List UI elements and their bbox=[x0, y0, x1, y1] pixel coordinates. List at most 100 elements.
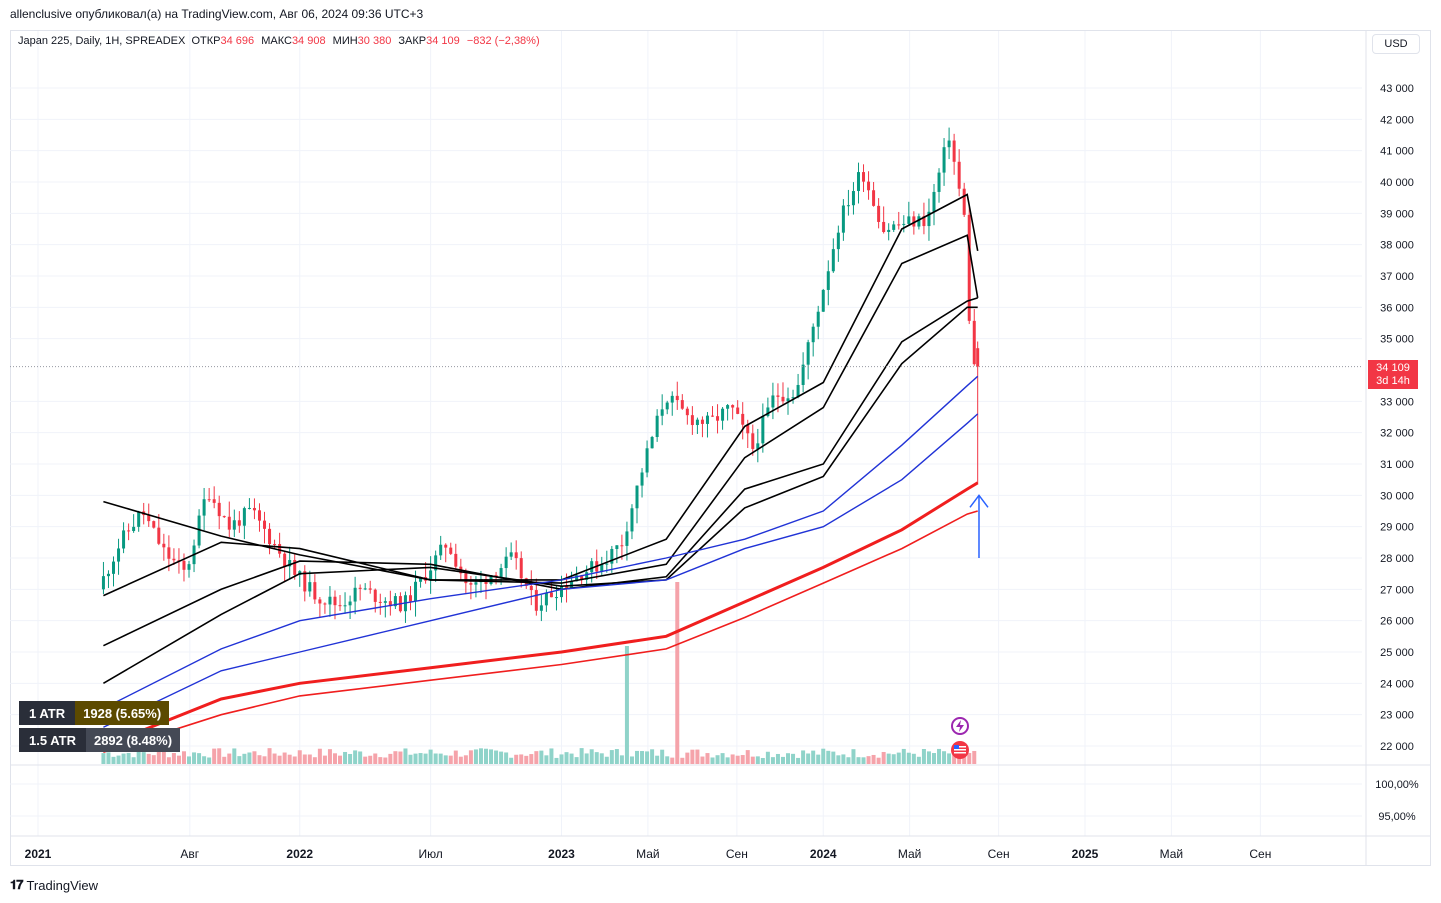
candle-body bbox=[222, 516, 226, 518]
currency-button[interactable]: USD bbox=[1372, 34, 1420, 54]
candle-body bbox=[851, 191, 855, 206]
last-price-value: 34 109 bbox=[1376, 362, 1410, 374]
volume-bar bbox=[483, 748, 488, 764]
volume-bar bbox=[504, 752, 509, 764]
volume-bar bbox=[811, 750, 816, 764]
volume-bar bbox=[478, 748, 483, 764]
candle-body bbox=[499, 568, 503, 578]
volume-bar bbox=[735, 755, 740, 764]
volume-bar bbox=[821, 748, 826, 764]
volume-bar bbox=[569, 753, 574, 764]
volume-bar bbox=[373, 753, 378, 764]
candle-body bbox=[283, 553, 287, 567]
moving-average-line bbox=[103, 375, 979, 710]
candle-body bbox=[293, 559, 297, 575]
volume-bar bbox=[801, 750, 806, 764]
volume-bar bbox=[217, 748, 222, 764]
candle-body bbox=[862, 172, 866, 182]
candle-body bbox=[408, 595, 412, 602]
candle-body bbox=[580, 575, 584, 580]
y-tick-label: 40 000 bbox=[1380, 177, 1414, 189]
y-tick-label: 35 000 bbox=[1380, 334, 1414, 346]
candle-body bbox=[368, 588, 372, 590]
candle-body bbox=[373, 589, 377, 602]
legend-close-value: 34 109 bbox=[426, 35, 460, 47]
candle-body bbox=[474, 582, 478, 585]
x-tick-label: Июл bbox=[418, 847, 442, 861]
moving-average-line bbox=[103, 234, 979, 597]
candle-body bbox=[665, 402, 669, 410]
candle-body bbox=[323, 603, 327, 605]
volume-bar bbox=[740, 755, 745, 764]
volume-bar bbox=[695, 749, 700, 764]
volume-bar bbox=[494, 750, 499, 764]
y-tick-label: 33 000 bbox=[1380, 396, 1414, 408]
candle-body bbox=[625, 531, 629, 546]
volume-bar bbox=[750, 756, 755, 764]
candle-body bbox=[514, 552, 518, 559]
volume-bar bbox=[730, 754, 735, 764]
lightning-icon[interactable] bbox=[951, 717, 969, 735]
volume-bar bbox=[146, 753, 151, 764]
legend-low-value: 30 380 bbox=[357, 35, 392, 47]
x-tick-label: Май bbox=[636, 847, 660, 861]
volume-bar bbox=[423, 753, 428, 764]
volume-bar bbox=[413, 753, 418, 764]
volume-bar bbox=[896, 752, 901, 764]
volume-bar bbox=[806, 753, 811, 764]
candle-body bbox=[887, 229, 891, 232]
candle-body bbox=[167, 547, 171, 559]
volume-bar bbox=[866, 756, 871, 764]
volume-bar bbox=[282, 752, 287, 764]
candle-body bbox=[605, 563, 609, 565]
candle-body bbox=[570, 581, 574, 588]
candle-body bbox=[464, 573, 468, 584]
volume-bar bbox=[876, 757, 881, 764]
atr-1-box: 1 ATR 1928 (5.65%) bbox=[19, 701, 170, 725]
volume-bar bbox=[468, 750, 473, 764]
y-tick-label: 43 000 bbox=[1380, 83, 1414, 95]
volume-tick-label: 95,00% bbox=[1378, 811, 1416, 823]
legend-low-label: МИН bbox=[332, 35, 358, 47]
chart-pane[interactable] bbox=[10, 30, 1431, 866]
candle-body bbox=[615, 545, 619, 549]
volume-bar bbox=[529, 754, 534, 764]
candle-body bbox=[263, 520, 267, 529]
candle-body bbox=[152, 521, 156, 528]
candle-body bbox=[776, 395, 780, 397]
candle-body bbox=[449, 547, 453, 554]
candle-body bbox=[937, 172, 941, 192]
volume-bar bbox=[343, 751, 348, 764]
candle-body bbox=[700, 419, 704, 424]
volume-bar bbox=[962, 753, 967, 764]
candle-body bbox=[655, 415, 659, 438]
volume-bar bbox=[690, 749, 695, 764]
volume-bar bbox=[680, 757, 685, 764]
volume-bar bbox=[700, 756, 705, 764]
volume-bar bbox=[363, 756, 368, 764]
us-flag-icon[interactable] bbox=[951, 741, 969, 759]
volume-bar bbox=[901, 748, 906, 764]
volume-bar bbox=[287, 754, 292, 764]
volume-bar bbox=[187, 756, 192, 764]
candle-body bbox=[751, 433, 755, 449]
volume-bar bbox=[947, 753, 952, 764]
candle-body bbox=[771, 395, 775, 408]
volume-bar bbox=[826, 750, 831, 764]
moving-average-line bbox=[103, 297, 978, 647]
volume-bar bbox=[403, 748, 408, 764]
volume-bar bbox=[202, 756, 207, 764]
candle-body bbox=[414, 581, 418, 602]
candle-body bbox=[273, 544, 277, 546]
volume-bar bbox=[655, 755, 660, 764]
volume-bar bbox=[861, 757, 866, 764]
volume-bar bbox=[836, 755, 841, 764]
volume-bar bbox=[171, 753, 176, 764]
volume-bar bbox=[332, 753, 337, 764]
x-tick-label: Сен bbox=[1249, 847, 1271, 861]
candle-body bbox=[872, 190, 876, 206]
candle-body bbox=[922, 216, 926, 227]
candle-body bbox=[756, 443, 760, 449]
candle-body bbox=[519, 558, 523, 579]
